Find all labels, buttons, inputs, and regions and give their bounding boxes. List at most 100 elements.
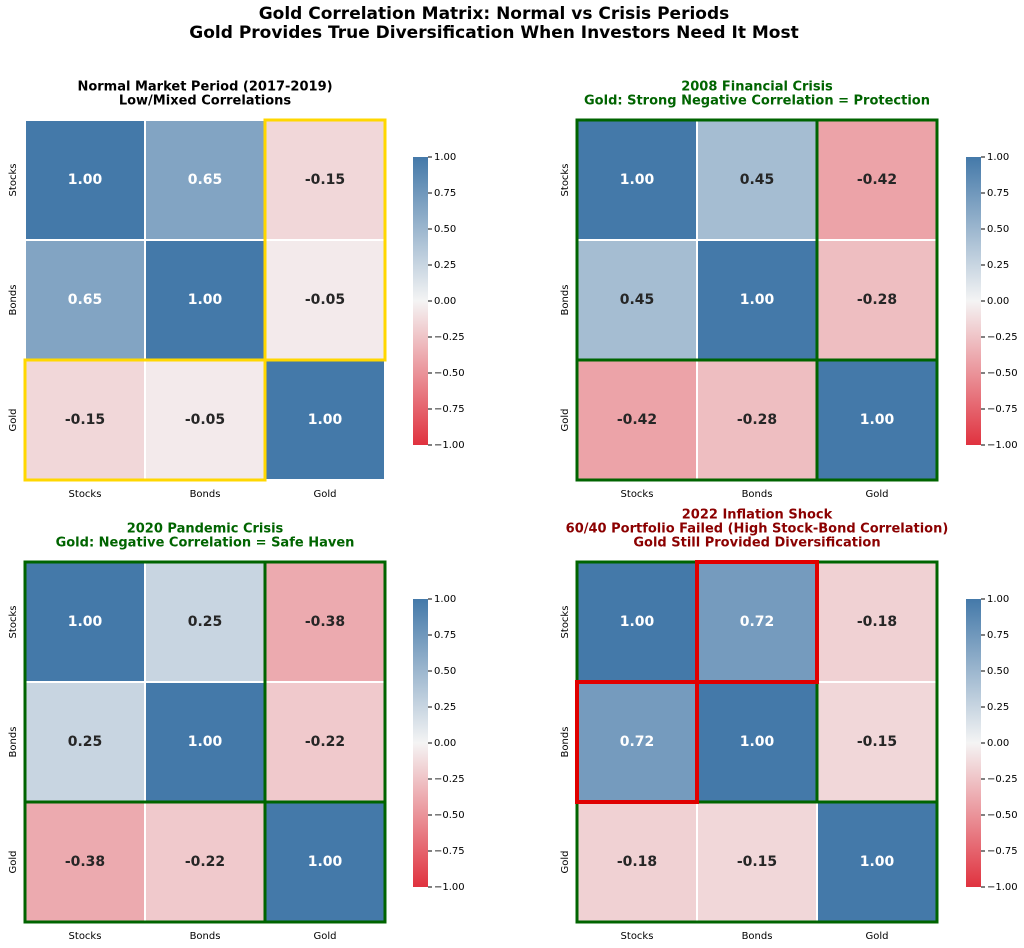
- cell-label: 0.45: [740, 172, 775, 188]
- cell-label: -0.05: [185, 412, 225, 428]
- colorbar-tick-label: 0.50: [987, 666, 1009, 677]
- y-tick-label: Gold: [8, 851, 19, 874]
- colorbar-tick-label: −0.75: [987, 404, 1018, 415]
- colorbar-tick-label: −0.50: [434, 810, 465, 821]
- colorbar-tick-label: −0.75: [434, 846, 465, 857]
- panel-title: 2020 Pandemic Crisis: [127, 522, 284, 537]
- colorbar-tick-label: 0.00: [987, 738, 1009, 749]
- colorbar-tick-label: 0.75: [434, 630, 456, 641]
- colorbar-tick-label: −0.50: [434, 368, 465, 379]
- y-tick-label: Bonds: [560, 285, 571, 316]
- x-tick-label: Gold: [866, 489, 889, 500]
- colorbar-tick-label: −0.25: [987, 774, 1018, 785]
- panel-title: 60/40 Portfolio Failed (High Stock-Bond …: [566, 522, 949, 537]
- cell-label: 1.00: [620, 614, 655, 630]
- colorbar-tick-label: 0.50: [434, 224, 456, 235]
- colorbar-tick-label: −0.50: [987, 810, 1018, 821]
- heatmap-cell: [696, 801, 818, 923]
- heatmap-cell: [696, 239, 818, 361]
- y-tick-label: Bonds: [8, 727, 19, 758]
- colorbar-tick-label: −0.50: [987, 368, 1018, 379]
- heatmap-cell: [576, 119, 698, 241]
- heatmap-cell: [696, 359, 818, 481]
- cell-label: 1.00: [860, 412, 895, 428]
- colorbar: [413, 157, 428, 445]
- colorbar-tick-label: 0.00: [434, 296, 456, 307]
- cell-label: -0.42: [617, 412, 657, 428]
- cell-label: 1.00: [68, 614, 103, 630]
- panel-title: 2022 Inflation Shock: [682, 508, 833, 523]
- y-tick-label: Gold: [560, 851, 571, 874]
- colorbar-tick-label: −1.00: [987, 882, 1018, 893]
- cell-label: 1.00: [860, 854, 895, 870]
- cell-label: 1.00: [740, 734, 775, 750]
- cell-label: -0.38: [305, 614, 345, 630]
- panel-title: 2008 Financial Crisis: [681, 80, 833, 95]
- y-tick-label: Bonds: [560, 727, 571, 758]
- colorbar-tick-label: 1.00: [434, 594, 456, 605]
- colorbar-tick-label: 1.00: [987, 594, 1009, 605]
- cell-label: 1.00: [308, 412, 343, 428]
- colorbar-tick-label: 0.25: [987, 702, 1009, 713]
- colorbar-tick-label: 0.75: [987, 188, 1009, 199]
- colorbar-tick-label: 0.50: [434, 666, 456, 677]
- cell-label: -0.28: [857, 292, 897, 308]
- x-tick-label: Stocks: [69, 489, 102, 500]
- heatmap-cell: [576, 239, 698, 361]
- cell-label: 0.25: [68, 734, 103, 750]
- heatmap-cell: [144, 119, 266, 241]
- x-tick-label: Stocks: [621, 489, 654, 500]
- colorbar-tick-label: −0.25: [987, 332, 1018, 343]
- y-tick-label: Stocks: [560, 606, 571, 639]
- figure-subtitle: Gold Provides True Diversification When …: [189, 23, 798, 43]
- cell-label: -0.15: [737, 854, 777, 870]
- heatmap-cell: [264, 681, 386, 803]
- colorbar-tick-label: 1.00: [987, 152, 1009, 163]
- y-tick-label: Gold: [560, 409, 571, 432]
- cell-label: -0.15: [857, 734, 897, 750]
- heatmap-cell: [816, 801, 938, 923]
- cell-label: 0.25: [188, 614, 223, 630]
- colorbar-tick-label: 0.00: [434, 738, 456, 749]
- heatmap-cell: [816, 119, 938, 241]
- cell-label: 1.00: [308, 854, 343, 870]
- colorbar-tick-label: 0.75: [434, 188, 456, 199]
- panel-title: Gold Still Provided Diversification: [633, 536, 880, 551]
- highlight-box: [263, 118, 387, 362]
- cell-label: -0.38: [65, 854, 105, 870]
- colorbar-tick-label: 0.00: [987, 296, 1009, 307]
- highlight-box: [695, 560, 819, 684]
- highlight-box: [23, 358, 267, 482]
- y-tick-label: Stocks: [8, 606, 19, 639]
- colorbar: [413, 599, 428, 887]
- cell-label: 1.00: [188, 734, 223, 750]
- heatmap-cell: [576, 359, 698, 481]
- colorbar-tick-label: 0.50: [987, 224, 1009, 235]
- x-tick-label: Bonds: [742, 931, 773, 942]
- cell-label: 1.00: [620, 172, 655, 188]
- cell-label: 1.00: [188, 292, 223, 308]
- x-tick-label: Bonds: [190, 931, 221, 942]
- colorbar-tick-label: −0.25: [434, 774, 465, 785]
- x-tick-label: Bonds: [742, 489, 773, 500]
- cell-label: -0.28: [737, 412, 777, 428]
- colorbar-tick-label: −0.75: [434, 404, 465, 415]
- y-tick-label: Stocks: [8, 164, 19, 197]
- panel-title: Gold: Negative Correlation = Safe Haven: [56, 536, 355, 551]
- heatmap-cell: [24, 119, 146, 241]
- colorbar: [966, 599, 981, 887]
- cell-label: -0.05: [305, 292, 345, 308]
- highlight-box: [575, 680, 699, 804]
- colorbar-tick-label: 0.25: [987, 260, 1009, 271]
- x-tick-label: Gold: [314, 489, 337, 500]
- colorbar-tick-label: 0.25: [434, 702, 456, 713]
- cell-label: 0.72: [620, 734, 655, 750]
- cell-label: -0.15: [305, 172, 345, 188]
- cell-label: 1.00: [740, 292, 775, 308]
- colorbar-tick-label: −0.25: [434, 332, 465, 343]
- highlight-box: [575, 118, 939, 482]
- x-tick-label: Stocks: [621, 931, 654, 942]
- heatmap-cell: [816, 239, 938, 361]
- colorbar-tick-label: −1.00: [434, 882, 465, 893]
